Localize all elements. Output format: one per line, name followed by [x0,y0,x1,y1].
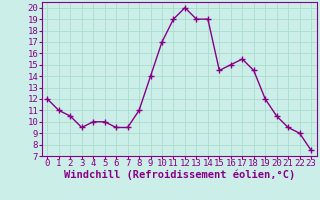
X-axis label: Windchill (Refroidissement éolien,°C): Windchill (Refroidissement éolien,°C) [64,170,295,180]
